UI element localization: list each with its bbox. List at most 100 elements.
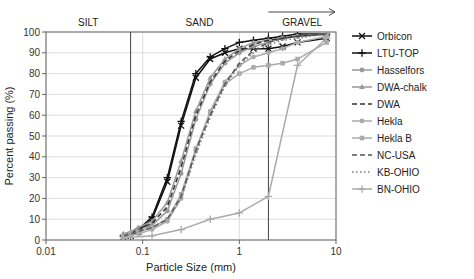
series [121, 34, 329, 240]
y-tick [42, 156, 46, 157]
y-tick-label: 80 [29, 68, 41, 79]
point [207, 75, 213, 80]
series [121, 32, 329, 238]
y-grid-line [46, 52, 336, 53]
y-grid-line [46, 198, 336, 199]
series [123, 34, 326, 236]
point [207, 216, 214, 223]
y-tick-label: 40 [29, 151, 41, 162]
plot-frame [46, 32, 336, 240]
y-tick [42, 219, 46, 220]
legend-marker [358, 185, 365, 192]
point [265, 193, 272, 200]
series-line [123, 36, 326, 238]
point [266, 50, 271, 55]
point [295, 39, 301, 45]
y-tick-label: 50 [29, 131, 41, 142]
x-tick-label: 0.1 [136, 246, 150, 257]
x-tick [239, 240, 240, 244]
series-line [123, 34, 326, 236]
point [177, 118, 184, 125]
x-tick [142, 240, 143, 244]
legend-label: NC-USA [377, 150, 416, 161]
point [237, 46, 243, 51]
series [121, 40, 329, 238]
zone-arrow [268, 12, 335, 13]
point [295, 40, 300, 45]
point [323, 35, 330, 42]
legend-label: Hasselfors [377, 65, 424, 76]
legend-swatch [352, 103, 372, 105]
legend-swatch [352, 154, 372, 156]
zones: SILTSANDGRAVEL [78, 9, 335, 241]
y-tick [42, 73, 46, 74]
point [221, 45, 228, 52]
ticks: 0.010.11100102030405060708090100 [23, 27, 342, 258]
y-tick-label: 60 [29, 110, 41, 121]
legend-label: LTU-TOP [377, 48, 419, 59]
point [280, 61, 285, 66]
y-tick-label: 30 [29, 172, 41, 183]
legend-label: BN-OHIO [377, 184, 420, 195]
y-grid-line [46, 115, 336, 116]
series-line [123, 34, 326, 236]
point [266, 63, 271, 68]
series [120, 35, 329, 240]
y-axis-label: Percent passing (%) [3, 86, 15, 185]
legend-marker [358, 49, 365, 56]
y-tick [42, 52, 46, 53]
legend-marker [359, 33, 365, 39]
legend-label: Hekla [377, 116, 403, 127]
point [236, 209, 243, 216]
x-axis-label: Particle Size (mm) [146, 261, 236, 273]
legend-label: DWA [377, 99, 400, 110]
point [237, 71, 242, 76]
legend-swatch [352, 171, 372, 173]
y-tick [42, 94, 46, 95]
series-line [123, 38, 326, 238]
legend-label: KB-OHIO [377, 167, 419, 178]
y-tick [42, 177, 46, 178]
series [123, 34, 326, 236]
y-grid-line [46, 177, 336, 178]
legend-label: Hekla B [377, 133, 412, 144]
y-tick-label: 100 [23, 27, 40, 38]
x-tick [336, 240, 337, 244]
y-tick-label: 10 [29, 214, 41, 225]
series-line [123, 34, 326, 236]
point [236, 39, 243, 46]
point [120, 234, 127, 240]
point [192, 70, 199, 77]
series-line [123, 38, 326, 238]
y-tick [42, 198, 46, 199]
point [251, 55, 256, 60]
x-tick-label: 0.01 [36, 246, 56, 257]
grid [46, 32, 336, 240]
legend-marker [359, 84, 365, 89]
series [120, 35, 331, 240]
zone-arrow-head [329, 9, 335, 16]
series-line [123, 34, 326, 234]
y-tick-label: 90 [29, 47, 41, 58]
y-grid-line [46, 219, 336, 220]
y-tick [42, 115, 46, 116]
legend-marker [360, 68, 365, 73]
y-grid-line [46, 73, 336, 74]
point [251, 65, 256, 70]
x-tick [46, 240, 47, 244]
y-tick-label: 0 [34, 235, 40, 246]
chart: 0.010.11100102030405060708090100Particle… [0, 0, 474, 279]
y-tick [42, 136, 46, 137]
y-grid-line [46, 156, 336, 157]
x-tick-label: 1 [237, 246, 243, 257]
legend: OrbiconLTU-TOPHasselforsDWA-chalkDWAHekl… [352, 31, 428, 195]
legend-label: DWA-chalk [377, 82, 428, 93]
zone-divider [130, 32, 131, 240]
series-line [123, 34, 326, 236]
zone-label: SAND [186, 17, 214, 28]
point [148, 232, 155, 239]
x-tick-label: 10 [330, 246, 342, 257]
point [280, 46, 285, 51]
point [295, 57, 300, 62]
series [123, 34, 326, 236]
